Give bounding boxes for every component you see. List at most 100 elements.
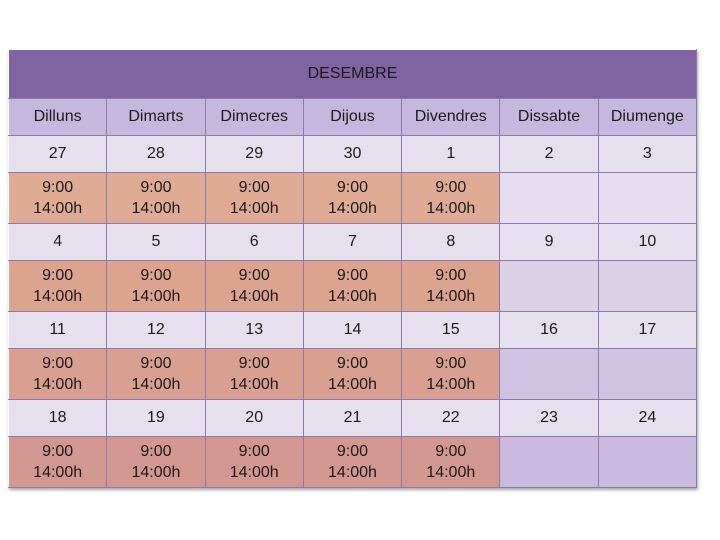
closing-time: 14:00h (131, 288, 181, 305)
closing-time: 14:00h (328, 464, 377, 481)
date-cell: 13 (204, 311, 304, 349)
closing-time: 14:00h (33, 376, 83, 393)
hours-cell: 9:00 14:00h (7, 172, 108, 224)
date-row: 11 12 13 14 15 16 17 (7, 311, 698, 349)
hours-cell: 9:00 14:00h (204, 348, 304, 400)
weekday-header: Divendres (401, 98, 501, 136)
closing-time: 14:00h (426, 288, 476, 305)
hours-cell: 9:00 14:00h (204, 436, 304, 488)
hours-cell: 9:00 14:00h (401, 260, 501, 312)
closing-time: 14:00h (229, 288, 279, 305)
opening-time: 9:00 (42, 267, 74, 284)
hours-cell: 9:00 14:00h (106, 436, 206, 488)
date-cell: 9 (499, 223, 599, 261)
calendar-body: 27 28 29 30 1 2 3 9:00 14:00h 9:00 14:00h 9:00 14:00… (7, 135, 698, 488)
date-cell: 18 (7, 399, 108, 437)
opening-time: 9:00 (238, 267, 270, 284)
closing-time: 14:00h (131, 376, 181, 393)
date-cell: 15 (401, 311, 501, 349)
weekday-header: Dimarts (106, 98, 206, 136)
date-cell: 6 (204, 223, 304, 261)
date-row: 18 19 20 21 22 23 24 (7, 399, 698, 437)
closing-time: 14:00h (426, 200, 476, 217)
closed-cell (499, 436, 599, 488)
hours-cell: 9:00 14:00h (7, 436, 108, 488)
closing-time: 14:00h (33, 288, 83, 305)
hours-cell: 9:00 14:00h (302, 436, 403, 488)
closing-time: 14:00h (229, 200, 279, 217)
closed-cell (597, 436, 698, 488)
opening-time: 9:00 (140, 179, 172, 196)
hours-cell: 9:00 14:00h (302, 260, 403, 312)
hours-cell: 9:00 14:00h (401, 436, 501, 488)
opening-time: 9:00 (140, 267, 172, 284)
hours-cell: 9:00 14:00h (7, 260, 108, 312)
hours-row: 9:00 14:00h 9:00 14:00h 9:00 14:00h 9:00 14:00h… (7, 260, 698, 312)
opening-time: 9:00 (140, 443, 172, 460)
date-cell: 22 (401, 399, 501, 437)
opening-time: 9:00 (140, 355, 172, 372)
date-cell: 30 (302, 135, 403, 173)
closing-time: 14:00h (33, 200, 83, 217)
date-cell: 19 (106, 399, 206, 437)
weekday-header: Dimecres (204, 98, 304, 136)
date-cell: 17 (597, 311, 698, 349)
opening-time: 9:00 (336, 443, 369, 460)
hours-cell: 9:00 14:00h (401, 172, 501, 224)
date-cell: 20 (204, 399, 304, 437)
closing-time: 14:00h (131, 200, 181, 217)
closed-cell (499, 260, 599, 312)
closed-cell (597, 260, 698, 312)
weekday-header: Dissabte (499, 98, 599, 136)
opening-time: 9:00 (238, 443, 270, 460)
opening-time: 9:00 (435, 179, 467, 196)
closed-cell (499, 172, 599, 224)
date-cell: 12 (106, 311, 206, 349)
hours-cell: 9:00 14:00h (7, 348, 108, 400)
date-row: 27 28 29 30 1 2 3 (7, 135, 698, 173)
opening-time: 9:00 (238, 179, 270, 196)
closing-time: 14:00h (328, 200, 377, 217)
opening-time: 9:00 (435, 443, 467, 460)
hours-cell: 9:00 14:00h (302, 348, 403, 400)
opening-time: 9:00 (238, 355, 270, 372)
opening-time: 9:00 (42, 443, 74, 460)
month-title: DESEMBRE (8, 49, 697, 99)
weekday-header: Dijous (302, 98, 403, 136)
date-cell: 24 (597, 399, 698, 437)
hours-cell: 9:00 14:00h (302, 172, 403, 224)
closed-cell (499, 348, 599, 400)
date-cell: 14 (302, 311, 403, 349)
hours-row: 9:00 14:00h 9:00 14:00h 9:00 14:00h 9:00 14:00h… (7, 172, 698, 224)
weekday-header: Diumenge (597, 98, 698, 136)
calendar-table: DESEMBRE Dilluns Dimarts Dimecres Dijous… (7, 49, 698, 488)
closed-cell (597, 172, 698, 224)
date-cell: 4 (7, 223, 108, 261)
opening-time: 9:00 (435, 355, 467, 372)
closing-time: 14:00h (426, 464, 476, 481)
opening-time: 9:00 (336, 355, 369, 372)
opening-time: 9:00 (336, 179, 369, 196)
hours-cell: 9:00 14:00h (106, 348, 206, 400)
closing-time: 14:00h (33, 464, 83, 481)
closing-time: 14:00h (131, 464, 181, 481)
title-row: DESEMBRE (8, 49, 697, 99)
opening-time: 9:00 (336, 267, 369, 284)
closing-time: 14:00h (426, 376, 476, 393)
closing-time: 14:00h (229, 464, 279, 481)
hours-cell: 9:00 14:00h (204, 260, 304, 312)
date-row: 4 5 6 7 8 9 10 (7, 223, 698, 261)
date-cell: 16 (499, 311, 599, 349)
hours-row: 9:00 14:00h 9:00 14:00h 9:00 14:00h 9:00 14:00h… (7, 436, 698, 488)
closing-time: 14:00h (328, 288, 377, 305)
date-cell: 29 (204, 135, 304, 173)
date-cell: 21 (302, 399, 403, 437)
hours-cell: 9:00 14:00h (401, 348, 501, 400)
date-cell: 2 (499, 135, 599, 173)
opening-time: 9:00 (42, 355, 74, 372)
date-cell: 28 (106, 135, 206, 173)
closed-cell (597, 348, 698, 400)
hours-row: 9:00 14:00h 9:00 14:00h 9:00 14:00h 9:00 14:00h… (7, 348, 698, 400)
hours-cell: 9:00 14:00h (106, 260, 206, 312)
date-cell: 11 (7, 311, 108, 349)
